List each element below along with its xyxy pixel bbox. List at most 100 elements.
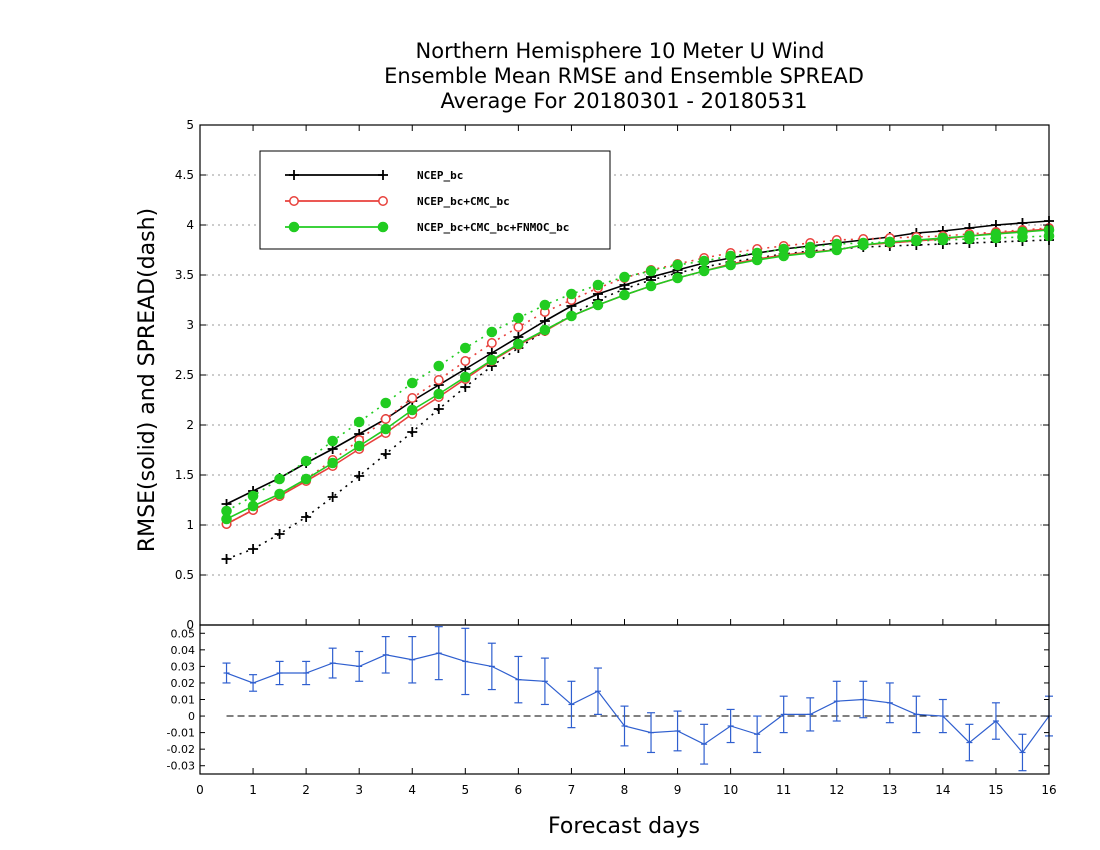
x-tick-label: 5: [461, 783, 469, 797]
spread-line: [226, 227, 1050, 525]
y-tick-label: -0.02: [167, 743, 195, 756]
circle-marker: [407, 393, 418, 403]
dot-marker: [884, 236, 896, 248]
y-tick-label: -0.03: [167, 760, 195, 773]
x-tick-label: 13: [882, 783, 897, 797]
dot-marker: [698, 265, 710, 277]
dot-marker: [460, 371, 471, 383]
x-axis-ticks: 0 1 2 3 4 5 6 7 8 9 10 11 12 13 14 15 16: [196, 125, 1057, 797]
x-tick-label: 10: [723, 783, 738, 797]
dot-marker: [247, 490, 259, 502]
x-tick-label: 4: [408, 783, 416, 797]
dot-marker: [327, 457, 338, 469]
y-tick-label: 2.5: [175, 368, 194, 382]
circle-marker: [289, 196, 299, 206]
dot-marker: [274, 488, 285, 500]
dot-marker: [645, 280, 657, 292]
title-line-3: Average For 20180301 - 20180531: [440, 89, 807, 113]
chart-title: Northern Hemisphere 10 Meter U Wind Ense…: [384, 39, 864, 113]
dot-marker: [353, 440, 365, 452]
spread-line: [226, 235, 1050, 512]
dot-marker: [513, 338, 524, 350]
dot-marker: [300, 473, 312, 485]
dot-marker: [539, 299, 551, 311]
x-tick-label: 15: [988, 783, 1003, 797]
x-tick-label: 9: [674, 783, 682, 797]
dot-marker: [831, 244, 843, 256]
dot-marker: [377, 221, 389, 233]
bottom-panel-y-ticks: -0.03 -0.02 -0.01 0 0.01 0.02 0.03 0.04 0.05: [167, 627, 1049, 773]
y-tick-label: 1.5: [175, 468, 194, 482]
dot-marker: [964, 230, 975, 242]
title-line-2: Ensemble Mean RMSE and Ensemble SPREAD: [384, 64, 864, 88]
legend-box: [259, 150, 611, 250]
dot-marker: [327, 435, 338, 447]
dot-marker: [778, 250, 789, 262]
dot-marker: [672, 259, 683, 271]
dot-marker: [566, 310, 577, 322]
x-tick-label: 0: [196, 783, 204, 797]
dot-marker: [486, 326, 498, 338]
rmse-line: [226, 220, 1050, 505]
y-tick-label: 0.01: [171, 694, 196, 707]
top-panel-y-ticks: 0 0.5 1 1.5 2 2.5 3 3.5 4 4.5 5: [175, 118, 1049, 632]
y-tick-label: 3: [186, 318, 194, 332]
x-tick-label: 8: [621, 783, 629, 797]
y-tick-label: 4: [186, 218, 194, 232]
spread-line: [226, 239, 1050, 560]
y-tick-label: 0.02: [171, 677, 196, 690]
dot-marker: [990, 228, 1002, 240]
dot-marker: [698, 255, 710, 267]
circle-marker: [378, 196, 388, 206]
y-axis-title: RMSE(solid) and SPREAD(dash): [135, 208, 160, 552]
x-tick-label: 3: [355, 783, 363, 797]
dot-marker: [433, 388, 445, 400]
dot-marker: [353, 416, 365, 428]
dot-marker: [486, 354, 498, 366]
y-tick-label: 0.5: [175, 568, 194, 582]
y-tick-label: 0.05: [171, 627, 196, 640]
dot-marker: [539, 324, 551, 336]
x-tick-label: 2: [302, 783, 310, 797]
dot-marker: [911, 234, 922, 246]
series-1: [221, 223, 1054, 529]
dot-marker: [247, 500, 259, 512]
dot-marker: [406, 404, 418, 416]
dot-marker: [592, 279, 604, 291]
y-tick-label: 0.04: [171, 644, 196, 657]
y-tick-label: 3.5: [175, 268, 194, 282]
dot-marker: [380, 397, 392, 409]
dot-marker: [513, 312, 524, 324]
dot-marker: [406, 377, 418, 389]
legend-label: NCEP_bc+CMC_bc+FNMOC_bc: [417, 221, 569, 234]
difference-line: [226, 652, 1050, 754]
circle-marker: [460, 356, 471, 366]
x-axis-title: Forecast days: [548, 814, 700, 839]
legend-label: NCEP_bc+CMC_bc: [417, 195, 510, 208]
x-tick-label: 16: [1041, 783, 1056, 797]
x-tick-label: 7: [568, 783, 576, 797]
dot-marker: [433, 360, 445, 372]
dot-marker: [804, 247, 816, 259]
title-line-1: Northern Hemisphere 10 Meter U Wind: [416, 39, 825, 63]
y-tick-label: 5: [186, 118, 194, 132]
dot-marker: [1017, 226, 1028, 238]
dot-marker: [566, 288, 577, 300]
top-panel-series: [221, 216, 1055, 564]
y-tick-label: 0: [188, 710, 195, 723]
dot-marker: [619, 289, 630, 301]
x-tick-label: 6: [515, 783, 523, 797]
dot-marker: [672, 272, 683, 284]
circle-marker: [513, 322, 524, 332]
dot-marker: [460, 342, 471, 354]
series-0: [221, 216, 1054, 564]
series-2: [221, 224, 1055, 525]
y-tick-label: 0.03: [171, 660, 196, 673]
y-tick-label: 0: [186, 618, 194, 632]
circle-marker: [380, 414, 391, 424]
dot-marker: [592, 299, 604, 311]
y-tick-label: -0.01: [167, 727, 195, 740]
bottom-panel-series: [222, 626, 1053, 772]
legend-label: NCEP_bc: [417, 169, 463, 182]
